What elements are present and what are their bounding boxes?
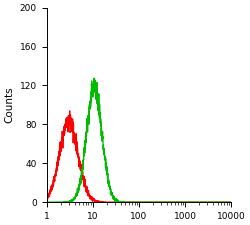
Y-axis label: Counts: Counts — [4, 87, 14, 123]
